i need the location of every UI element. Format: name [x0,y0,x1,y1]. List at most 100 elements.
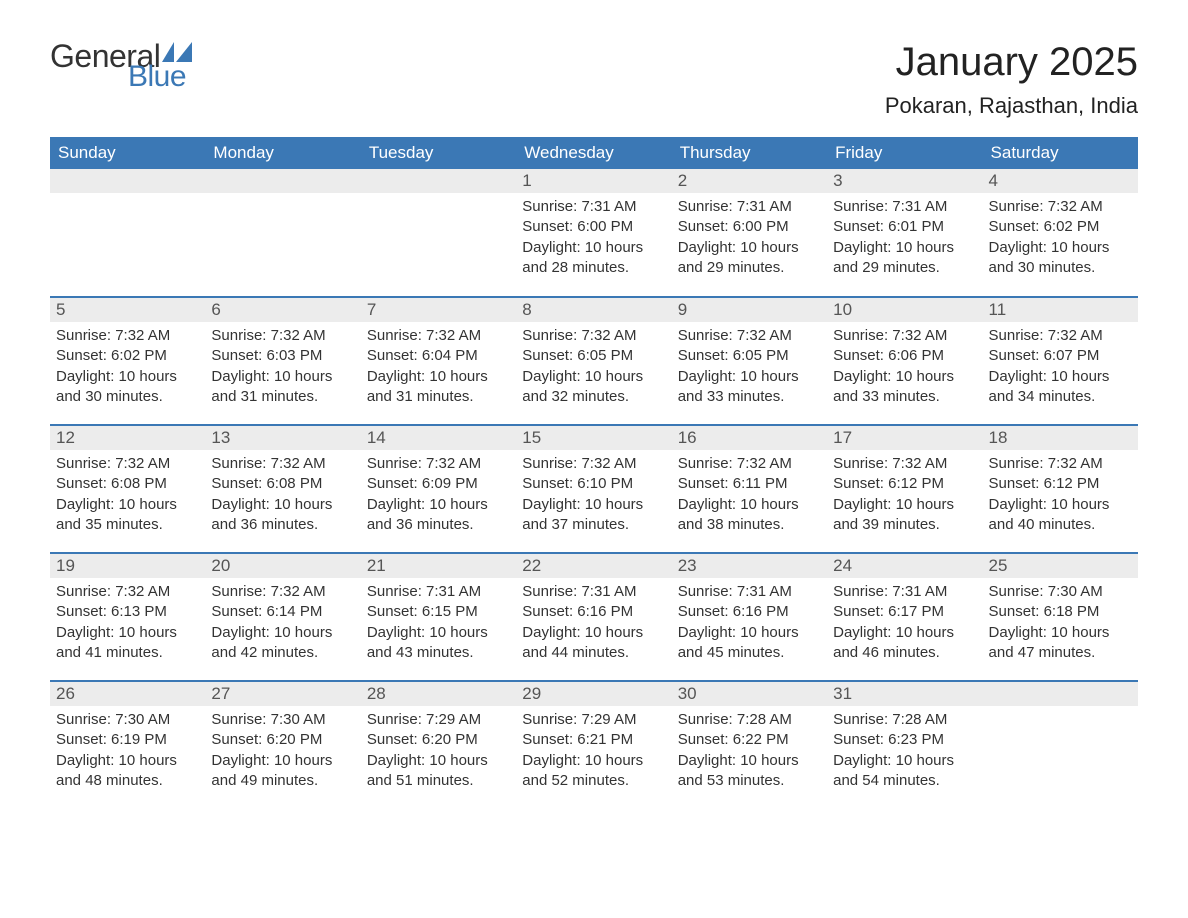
day-details: Sunrise: 7:31 AMSunset: 6:00 PMDaylight:… [516,193,671,286]
weekday-header: Saturday [983,137,1138,169]
day-details: Sunrise: 7:30 AMSunset: 6:18 PMDaylight:… [983,578,1138,671]
sunset-line: Sunset: 6:17 PM [833,602,976,622]
calendar-week: 1Sunrise: 7:31 AMSunset: 6:00 PMDaylight… [50,169,1138,297]
calendar-cell: 27Sunrise: 7:30 AMSunset: 6:20 PMDayligh… [205,681,360,809]
daylight-line: Daylight: 10 hours and 41 minutes. [56,623,199,664]
daylight-line: Daylight: 10 hours and 53 minutes. [678,751,821,792]
daylight-line: Daylight: 10 hours and 31 minutes. [367,367,510,408]
calendar-cell: 24Sunrise: 7:31 AMSunset: 6:17 PMDayligh… [827,553,982,681]
day-number: 2 [672,169,827,193]
day-number: 10 [827,298,982,322]
sunset-line: Sunset: 6:12 PM [833,474,976,494]
day-number: 22 [516,554,671,578]
sunset-line: Sunset: 6:19 PM [56,730,199,750]
daylight-line: Daylight: 10 hours and 36 minutes. [367,495,510,536]
sunset-line: Sunset: 6:15 PM [367,602,510,622]
calendar-cell: 9Sunrise: 7:32 AMSunset: 6:05 PMDaylight… [672,297,827,425]
daylight-line: Daylight: 10 hours and 44 minutes. [522,623,665,664]
sunrise-line: Sunrise: 7:31 AM [522,197,665,217]
day-number: 21 [361,554,516,578]
daylight-line: Daylight: 10 hours and 52 minutes. [522,751,665,792]
weekday-header: Thursday [672,137,827,169]
day-details: Sunrise: 7:31 AMSunset: 6:16 PMDaylight:… [672,578,827,671]
day-number: 13 [205,426,360,450]
sunrise-line: Sunrise: 7:32 AM [211,582,354,602]
sunset-line: Sunset: 6:07 PM [989,346,1132,366]
logo: General Blue [50,40,198,92]
calendar-cell: 8Sunrise: 7:32 AMSunset: 6:05 PMDaylight… [516,297,671,425]
daylight-line: Daylight: 10 hours and 29 minutes. [833,238,976,279]
daylight-line: Daylight: 10 hours and 45 minutes. [678,623,821,664]
sunrise-line: Sunrise: 7:32 AM [211,326,354,346]
day-details: Sunrise: 7:32 AMSunset: 6:14 PMDaylight:… [205,578,360,671]
sunrise-line: Sunrise: 7:32 AM [56,454,199,474]
day-details: Sunrise: 7:32 AMSunset: 6:12 PMDaylight:… [827,450,982,543]
day-number: 8 [516,298,671,322]
calendar-cell: 16Sunrise: 7:32 AMSunset: 6:11 PMDayligh… [672,425,827,553]
calendar-cell: 23Sunrise: 7:31 AMSunset: 6:16 PMDayligh… [672,553,827,681]
daylight-line: Daylight: 10 hours and 43 minutes. [367,623,510,664]
day-details: Sunrise: 7:32 AMSunset: 6:08 PMDaylight:… [50,450,205,543]
sunrise-line: Sunrise: 7:31 AM [678,582,821,602]
daylight-line: Daylight: 10 hours and 54 minutes. [833,751,976,792]
day-details: Sunrise: 7:32 AMSunset: 6:02 PMDaylight:… [50,322,205,415]
day-details: Sunrise: 7:31 AMSunset: 6:16 PMDaylight:… [516,578,671,671]
calendar-cell: 26Sunrise: 7:30 AMSunset: 6:19 PMDayligh… [50,681,205,809]
day-number: 9 [672,298,827,322]
sunrise-line: Sunrise: 7:29 AM [522,710,665,730]
calendar-cell [50,169,205,297]
calendar-cell: 20Sunrise: 7:32 AMSunset: 6:14 PMDayligh… [205,553,360,681]
day-details: Sunrise: 7:32 AMSunset: 6:12 PMDaylight:… [983,450,1138,543]
calendar-cell: 30Sunrise: 7:28 AMSunset: 6:22 PMDayligh… [672,681,827,809]
calendar-cell: 5Sunrise: 7:32 AMSunset: 6:02 PMDaylight… [50,297,205,425]
day-number: 24 [827,554,982,578]
day-details: Sunrise: 7:28 AMSunset: 6:23 PMDaylight:… [827,706,982,799]
sunset-line: Sunset: 6:11 PM [678,474,821,494]
calendar-cell: 17Sunrise: 7:32 AMSunset: 6:12 PMDayligh… [827,425,982,553]
calendar-cell [205,169,360,297]
sunset-line: Sunset: 6:02 PM [989,217,1132,237]
day-details: Sunrise: 7:32 AMSunset: 6:05 PMDaylight:… [672,322,827,415]
calendar-week: 19Sunrise: 7:32 AMSunset: 6:13 PMDayligh… [50,553,1138,681]
calendar-week: 5Sunrise: 7:32 AMSunset: 6:02 PMDaylight… [50,297,1138,425]
sunset-line: Sunset: 6:05 PM [522,346,665,366]
daylight-line: Daylight: 10 hours and 31 minutes. [211,367,354,408]
day-number: 25 [983,554,1138,578]
daylight-line: Daylight: 10 hours and 42 minutes. [211,623,354,664]
day-number: 12 [50,426,205,450]
day-details: Sunrise: 7:32 AMSunset: 6:13 PMDaylight:… [50,578,205,671]
sunset-line: Sunset: 6:18 PM [989,602,1132,622]
location-text: Pokaran, Rajasthan, India [885,93,1138,119]
sunset-line: Sunset: 6:05 PM [678,346,821,366]
daylight-line: Daylight: 10 hours and 29 minutes. [678,238,821,279]
day-number: 23 [672,554,827,578]
sunrise-line: Sunrise: 7:32 AM [522,454,665,474]
sunrise-line: Sunrise: 7:32 AM [56,326,199,346]
sunrise-line: Sunrise: 7:32 AM [989,454,1132,474]
calendar-cell [361,169,516,297]
daylight-line: Daylight: 10 hours and 39 minutes. [833,495,976,536]
sunset-line: Sunset: 6:13 PM [56,602,199,622]
sunset-line: Sunset: 6:09 PM [367,474,510,494]
sunset-line: Sunset: 6:10 PM [522,474,665,494]
calendar-cell: 22Sunrise: 7:31 AMSunset: 6:16 PMDayligh… [516,553,671,681]
weekday-header: Friday [827,137,982,169]
calendar-cell: 15Sunrise: 7:32 AMSunset: 6:10 PMDayligh… [516,425,671,553]
sunset-line: Sunset: 6:20 PM [211,730,354,750]
day-number-bar [983,682,1138,706]
calendar-cell: 21 Sunrise: 7:31 AMSunset: 6:15 PMDayligh… [361,553,516,681]
page-title: January 2025 [885,40,1138,85]
day-details: Sunrise: 7:31 AMSunset: 6:01 PMDaylight:… [827,193,982,286]
day-number-bar [205,169,360,193]
calendar-cell: 31Sunrise: 7:28 AMSunset: 6:23 PMDayligh… [827,681,982,809]
logo-text-blue: Blue [128,62,198,92]
sunrise-line: Sunrise: 7:31 AM [367,582,510,602]
sunset-line: Sunset: 6:00 PM [678,217,821,237]
calendar-cell: 10Sunrise: 7:32 AMSunset: 6:06 PMDayligh… [827,297,982,425]
sunrise-line: Sunrise: 7:32 AM [833,326,976,346]
weekday-header: Wednesday [516,137,671,169]
calendar-cell: 25Sunrise: 7:30 AMSunset: 6:18 PMDayligh… [983,553,1138,681]
day-details: Sunrise: 7:32 AMSunset: 6:11 PMDaylight:… [672,450,827,543]
sunrise-line: Sunrise: 7:28 AM [833,710,976,730]
sunrise-line: Sunrise: 7:32 AM [367,454,510,474]
